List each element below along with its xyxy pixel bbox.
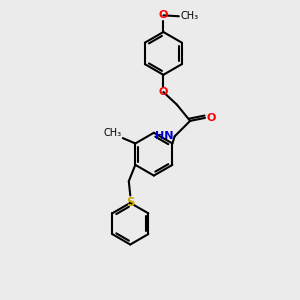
Text: CH₃: CH₃	[103, 128, 122, 137]
Text: O: O	[206, 113, 215, 123]
Text: HN: HN	[155, 131, 173, 141]
Text: S: S	[126, 196, 134, 209]
Text: O: O	[159, 11, 168, 20]
Text: O: O	[159, 87, 168, 97]
Text: CH₃: CH₃	[180, 11, 198, 21]
